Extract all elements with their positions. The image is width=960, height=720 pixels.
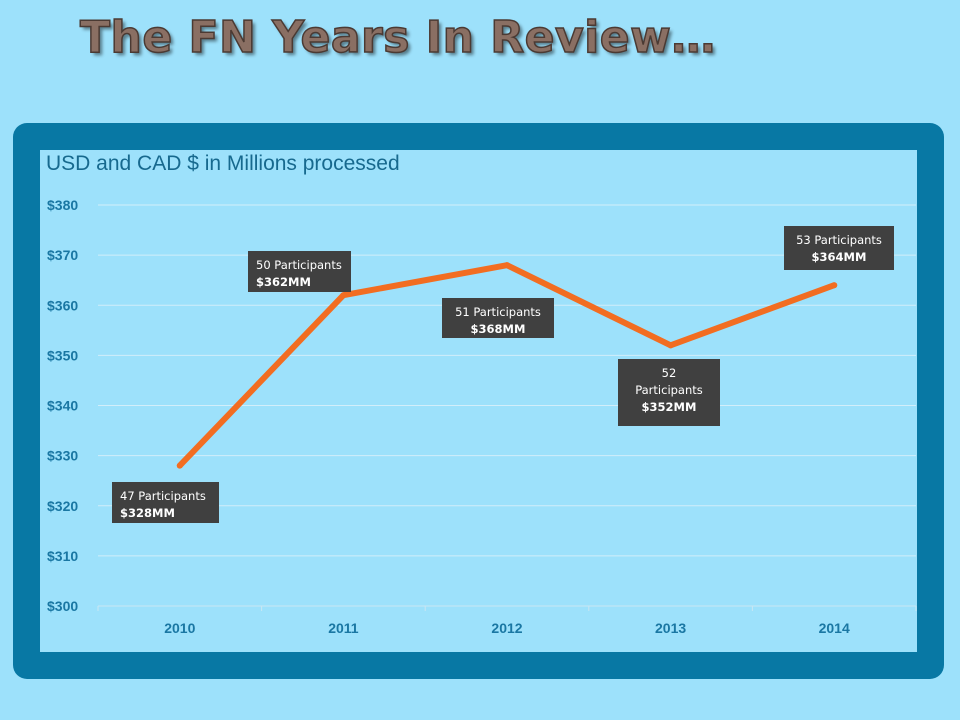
x-tick-2012: 2012	[491, 620, 522, 636]
y-tick-310: $310	[47, 548, 78, 564]
y-tick-380: $380	[47, 197, 78, 213]
data-point-2014	[831, 282, 838, 289]
data-point-2011	[340, 292, 347, 299]
callout-2013-participants-label: Participants	[635, 383, 703, 397]
x-tick-2013: 2013	[655, 620, 686, 636]
data-point-2010	[176, 462, 183, 469]
callout-2012: 51 Participants $368MM	[442, 298, 554, 338]
callout-2014-participants: 53 Participants	[796, 233, 882, 247]
callout-2011-amount: $362MM	[256, 275, 311, 289]
chart-title: USD and CAD $ in Millions processed	[46, 152, 400, 175]
callout-2010: 47 Participants $328MM	[112, 482, 219, 523]
callout-2013: 52 Participants $352MM	[618, 359, 720, 426]
data-point-2012	[504, 262, 510, 269]
callout-2014-amount: $364MM	[811, 250, 867, 264]
y-tick-330: $330	[47, 448, 78, 464]
series-line-0	[176, 262, 838, 469]
x-tick-2011: 2011	[328, 620, 359, 636]
callout-2013-participants-number: 52	[661, 366, 677, 380]
callout-2011-participants: 50 Participants	[256, 258, 342, 272]
y-tick-370: $370	[47, 247, 78, 263]
callout-2010-amount: $328MM	[120, 506, 175, 520]
callout-2011: 50 Participants $362MM	[248, 251, 351, 292]
callout-2012-amount: $368MM	[470, 322, 526, 336]
callout-2013-amount: $352MM	[641, 400, 697, 414]
data-point-2013	[667, 342, 674, 349]
y-tick-340: $340	[47, 398, 78, 414]
callout-2014: 53 Participants $364MM	[784, 226, 894, 270]
callout-2010-participants: 47 Participants	[120, 489, 206, 503]
callout-2012-participants: 51 Participants	[455, 305, 541, 319]
y-tick-360: $360	[47, 297, 78, 313]
y-tick-320: $320	[47, 498, 78, 514]
y-tick-350: $350	[47, 347, 78, 363]
plot-panel	[40, 150, 917, 652]
x-tick-2010: 2010	[164, 620, 195, 636]
x-tick-2014: 2014	[819, 620, 850, 636]
slide-title: The FN Years In Review…	[79, 11, 716, 64]
y-tick-300: $300	[47, 598, 78, 614]
